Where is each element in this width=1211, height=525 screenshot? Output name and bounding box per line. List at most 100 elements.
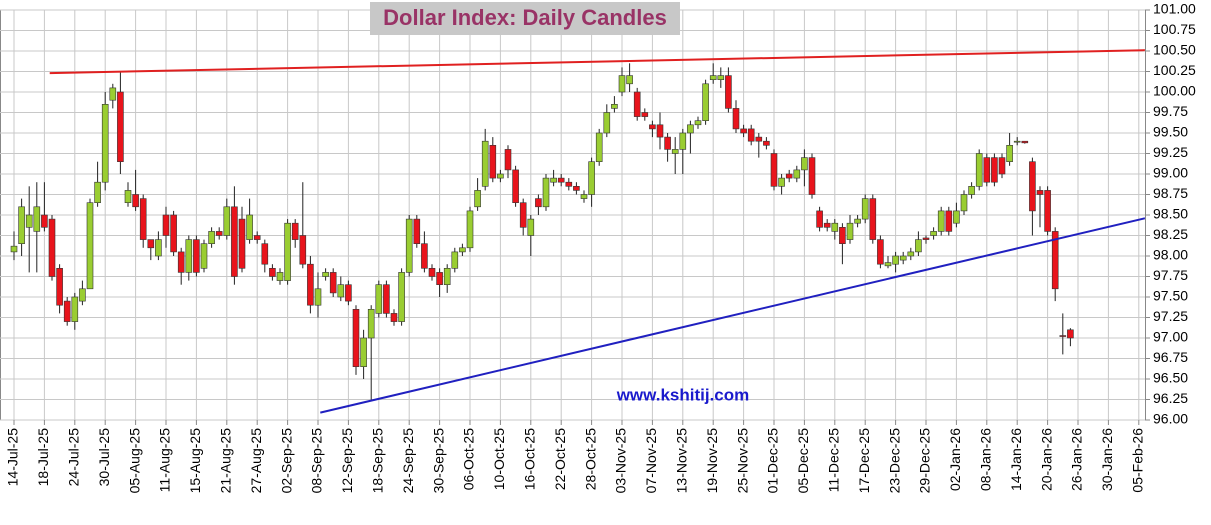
y-tick-label: 99.50 (1153, 124, 1188, 140)
candle-body (512, 169, 519, 203)
candle-body (983, 157, 991, 183)
candle-body (345, 284, 352, 302)
x-tick-label: 11-Aug-25 (157, 428, 173, 493)
candle-body (725, 75, 732, 109)
x-tick-label: 16-Oct-25 (522, 428, 538, 490)
candle-body (854, 218, 861, 224)
x-tick-label: 20-Jan-26 (1038, 428, 1054, 491)
candle-body (702, 83, 709, 122)
trendline (49, 49, 1145, 75)
x-tick-label: 05-Dec-25 (795, 428, 811, 494)
candle-body (991, 157, 998, 183)
y-tick-label: 96.00 (1153, 411, 1188, 427)
candle-body (877, 239, 884, 265)
candle-body (1051, 231, 1059, 290)
y-tick-label: 96.25 (1153, 390, 1188, 406)
candle-body (383, 284, 390, 314)
candle-body (405, 218, 413, 273)
candle-body (823, 222, 831, 228)
candle-body (360, 337, 367, 368)
candle-body (519, 202, 527, 228)
candle-body (276, 272, 284, 281)
candle-body (436, 272, 443, 285)
candle-body (117, 91, 124, 162)
title-box (370, 2, 680, 35)
x-tick-label: 02-Sep-25 (278, 428, 294, 494)
candle-body (649, 124, 656, 130)
candle-body (101, 104, 109, 183)
candle-body (861, 198, 869, 220)
candle-body (451, 251, 459, 269)
candle-body (550, 177, 557, 183)
candle-body (671, 149, 679, 154)
candle-body (223, 206, 231, 236)
candle-body (132, 194, 139, 208)
y-tick-label: 100.00 (1153, 83, 1196, 99)
candle-body (998, 157, 1006, 175)
candle-body (755, 136, 763, 142)
candle-body (922, 237, 930, 240)
candle-body (1013, 140, 1021, 143)
y-tick-label: 98.00 (1153, 247, 1188, 263)
candle-body (641, 112, 649, 117)
candle-body (18, 206, 25, 245)
candle-body (1021, 140, 1029, 144)
x-tick-label: 05-Aug-25 (126, 428, 142, 494)
y-tick-label: 100.25 (1153, 62, 1196, 78)
candle-body (1044, 190, 1051, 232)
y-tick-label: 100.50 (1153, 42, 1196, 58)
candle-body (466, 210, 474, 249)
candle-body (557, 177, 565, 183)
candle-body (747, 128, 755, 142)
candle-body (953, 210, 960, 224)
candle-body (421, 243, 428, 269)
candle-body (413, 218, 421, 245)
candle-body (793, 169, 801, 179)
candle-body (884, 262, 892, 267)
candle-body (246, 214, 253, 240)
candle-body (337, 284, 345, 298)
candle-body (200, 243, 208, 269)
x-tick-label: 29-Dec-25 (917, 428, 933, 494)
x-tick-label: 08-Sep-25 (309, 428, 325, 494)
x-tick-label: 18-Sep-25 (370, 428, 386, 494)
candle-body (497, 173, 504, 179)
candle-body (542, 177, 550, 208)
candle-body (109, 87, 117, 101)
candle-body (147, 239, 155, 249)
candle-body (527, 218, 535, 236)
candle-body (79, 288, 86, 302)
y-tick-label: 99.00 (1153, 165, 1188, 181)
x-tick-label: 14-Jul-25 (5, 428, 21, 487)
candle-body (86, 202, 94, 290)
candle-body (481, 140, 489, 187)
candle-body (1067, 329, 1074, 339)
candle-body (960, 194, 968, 212)
candle-body (10, 245, 18, 253)
candle-body (56, 267, 63, 306)
x-tick-label: 23-Dec-25 (886, 428, 902, 494)
y-tick-label: 99.25 (1153, 144, 1188, 160)
x-tick-label: 18-Jul-25 (35, 428, 51, 487)
candle-body (899, 255, 907, 261)
candle-body (398, 272, 405, 322)
x-tick-label: 24-Sep-25 (400, 428, 416, 494)
candle-body (63, 300, 71, 322)
candle-body (869, 198, 877, 240)
candle-body (770, 153, 778, 187)
candle-body (33, 206, 41, 232)
x-tick-label: 17-Dec-25 (856, 428, 872, 494)
candle-body (687, 124, 694, 134)
candle-body (611, 104, 618, 109)
y-tick-label: 97.75 (1153, 267, 1188, 283)
x-tick-label: 28-Oct-25 (582, 428, 598, 490)
candle-body (588, 161, 595, 195)
candle-body (367, 308, 375, 339)
candle-body (717, 75, 725, 80)
candle-body (937, 210, 945, 232)
x-tick-label: 05-Feb-26 (1130, 428, 1146, 493)
candle-body (307, 263, 314, 306)
x-tick-label: 02-Jan-26 (947, 428, 963, 491)
candle-body (474, 190, 481, 208)
